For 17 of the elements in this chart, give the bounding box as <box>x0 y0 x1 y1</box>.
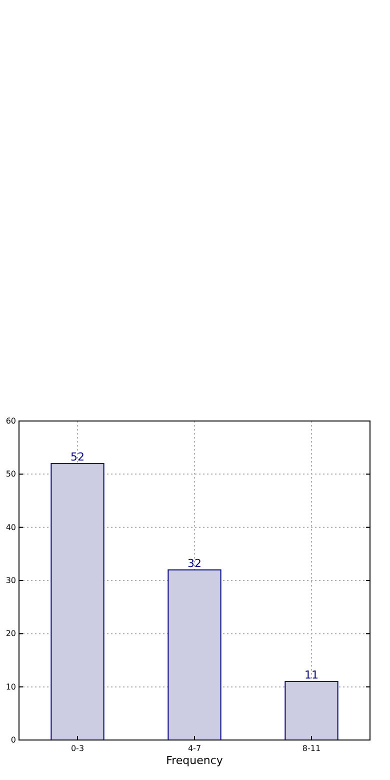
x-axis-title: Frequency <box>166 754 224 767</box>
x-tick-label: 8-11 <box>302 744 321 753</box>
x-tick-label: 4-7 <box>188 744 202 753</box>
data-label: 11 <box>304 668 318 682</box>
y-tick-label: 10 <box>6 682 16 692</box>
bar <box>284 681 338 740</box>
x-tick-label: 0-3 <box>70 744 84 753</box>
y-tick-label: 40 <box>6 522 16 532</box>
y-tick-label: 0 <box>10 736 16 745</box>
y-tick-label: 30 <box>6 576 16 586</box>
y-tick-label: 20 <box>6 629 16 638</box>
bar <box>50 463 104 740</box>
bar <box>168 569 222 740</box>
data-label: 32 <box>188 556 202 570</box>
data-label: 52 <box>70 450 84 464</box>
y-tick-label: 50 <box>6 470 16 479</box>
y-tick-label: 60 <box>6 416 16 426</box>
